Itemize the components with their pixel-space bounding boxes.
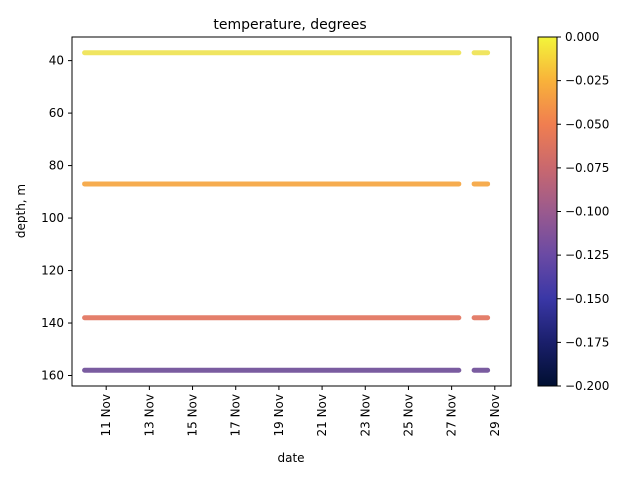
y-tick-label: 140: [41, 316, 64, 330]
colorbar-tick-label: −0.025: [565, 74, 609, 88]
colorbar-tick-label: −0.175: [565, 335, 609, 349]
colorbar-tick-label: 0.000: [565, 30, 599, 44]
colorbar-tick-label: −0.100: [565, 205, 609, 219]
y-tick-label: 40: [49, 54, 64, 68]
y-axis: 40 60 80 100 120 140 160: [41, 54, 72, 383]
scatter-series: [82, 50, 491, 373]
y-tick-label: 60: [49, 106, 64, 120]
x-tick-label: 19 Nov: [272, 394, 286, 437]
y-tick-label: 120: [41, 264, 64, 278]
x-tick-label: 27 Nov: [445, 394, 459, 437]
x-axis: 11 Nov 13 Nov 15 Nov 17 Nov 19 Nov 21 Nov 23 N…: [99, 386, 502, 437]
colorbar-tick-label: −0.200: [565, 379, 609, 393]
colorbar-tick-label: −0.075: [565, 161, 609, 175]
colorbar-axis: 0.000 −0.025 −0.050 −0.075 −0.100 −0.125 −0.15…: [557, 30, 609, 393]
x-tick-label: 29 Nov: [488, 394, 502, 437]
y-tick-label: 100: [41, 211, 64, 225]
x-tick-label: 17 Nov: [229, 394, 243, 437]
y-tick-label: 80: [49, 159, 64, 173]
colorbar-tick-label: −0.125: [565, 248, 609, 262]
y-tick-label: 160: [41, 369, 64, 383]
y-axis-label: depth, m: [14, 184, 28, 238]
chart-title: temperature, degrees: [213, 17, 366, 33]
colorbar: [537, 36, 558, 387]
x-tick-label: 23 Nov: [358, 394, 372, 437]
x-tick-label: 13 Nov: [142, 394, 156, 437]
plot-frame: [71, 36, 512, 387]
x-tick-label: 21 Nov: [315, 394, 329, 437]
colorbar-tick-label: −0.050: [565, 117, 609, 131]
x-axis-label: date: [277, 451, 304, 465]
x-tick-label: 25 Nov: [401, 394, 415, 437]
x-tick-label: 11 Nov: [99, 394, 113, 437]
x-tick-label: 15 Nov: [186, 394, 200, 437]
colorbar-tick-label: −0.150: [565, 292, 609, 306]
